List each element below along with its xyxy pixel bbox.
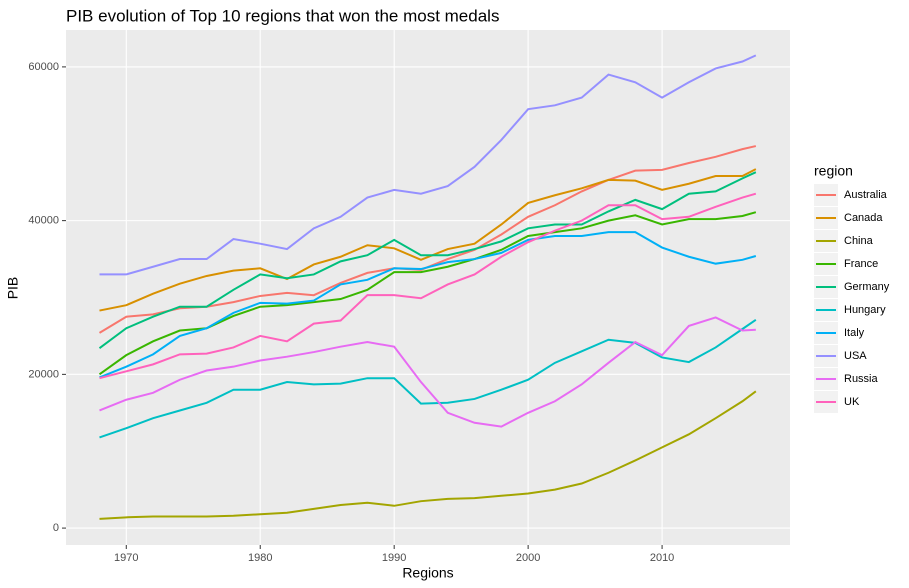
x-tick-label: 2000: [516, 552, 540, 564]
legend-label: USA: [844, 350, 867, 362]
x-tick-label: 1990: [382, 552, 406, 564]
legend-label: France: [844, 258, 878, 270]
series-line: [98, 171, 757, 350]
y-tick-label: 40000: [28, 215, 59, 227]
series-line: [99, 390, 757, 520]
legend-label: China: [844, 235, 874, 247]
plot-panel: [66, 30, 790, 545]
y-tick-label: 60000: [28, 61, 59, 73]
x-axis-label: Regions: [402, 565, 453, 581]
legend-label: Italy: [844, 327, 865, 339]
legend-label: Hungary: [844, 304, 886, 316]
legend-title: region: [814, 163, 853, 179]
series-line: [99, 231, 757, 379]
y-axis-label: PIB: [5, 277, 21, 300]
x-tick-label: 2010: [650, 552, 674, 564]
legend-label: Russia: [844, 373, 879, 385]
legend-label: Australia: [844, 189, 888, 201]
series-line: [99, 192, 757, 380]
legend-label: Canada: [844, 212, 883, 224]
x-tick-label: 1980: [248, 552, 272, 564]
legend-label: UK: [844, 396, 860, 408]
series-line: [98, 145, 757, 334]
series-line: [99, 318, 757, 439]
series-line: [99, 316, 756, 428]
y-tick-label: 0: [53, 522, 59, 534]
legend-label: Germany: [844, 281, 890, 293]
y-tick-label: 20000: [28, 368, 59, 380]
x-tick-label: 1970: [114, 552, 138, 564]
series-line: [99, 54, 757, 276]
chart-title: PIB evolution of Top 10 regions that won…: [66, 6, 499, 25]
